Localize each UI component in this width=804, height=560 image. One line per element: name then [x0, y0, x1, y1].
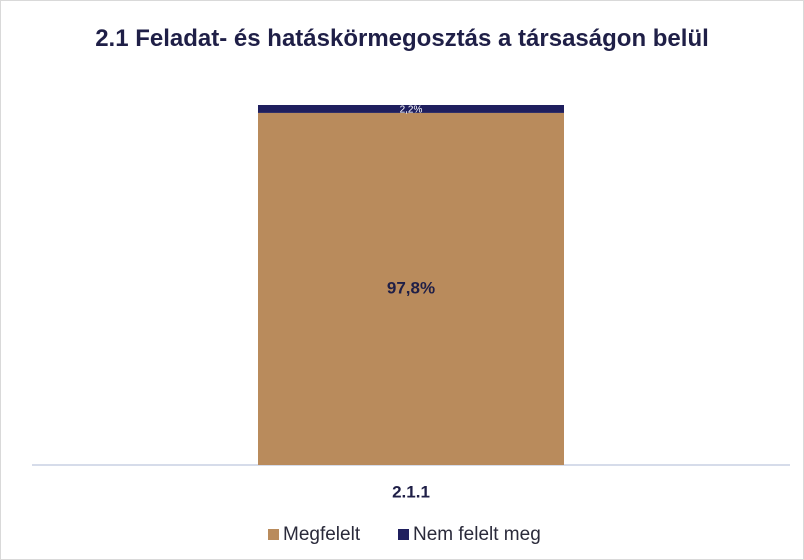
x-tick-label: 2.1.1 — [392, 482, 430, 501]
legend-swatch — [268, 529, 279, 540]
legend-label: Nem felelt meg — [413, 524, 541, 545]
legend-swatch — [398, 529, 409, 540]
chart-title: 2.1 Feladat- és hatáskörmegosztás a társ… — [95, 25, 709, 52]
data-label: 2,2% — [400, 105, 423, 116]
bar-segment — [258, 112, 564, 466]
data-label: 97,8% — [387, 278, 435, 297]
bar-segment — [258, 105, 564, 113]
legend-label: Megfelelt — [283, 524, 361, 545]
